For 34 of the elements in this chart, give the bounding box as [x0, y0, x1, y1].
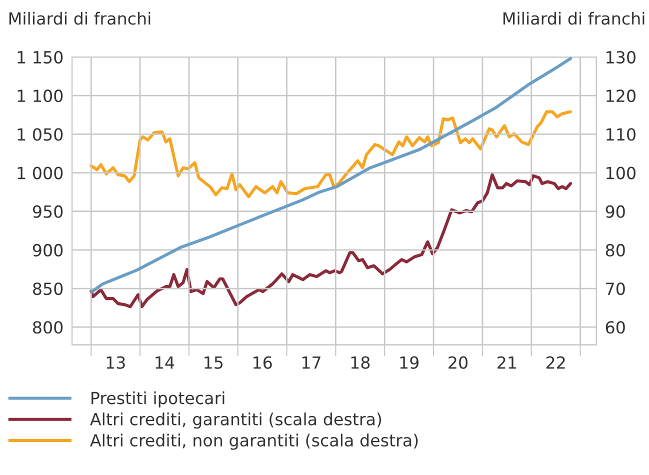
y2-tick-label: 80: [606, 244, 625, 256]
y2-tick-label: 100: [606, 166, 636, 180]
y2-tick-label: 90: [606, 205, 625, 218]
y-axis-title: Miliardi di franchi: [9, 12, 150, 25]
x-tick-label: 21: [498, 356, 516, 369]
y2-tick-label: 130: [606, 50, 636, 64]
x-tick-label: 18: [351, 356, 370, 369]
line-series: [90, 173, 572, 308]
x-tick-label: 14: [156, 356, 174, 369]
y2-axis-title: Miliardi di franchi: [503, 12, 644, 25]
y-tick-label: 950: [32, 205, 63, 218]
legend-label: Prestiti ipotecari: [92, 391, 224, 408]
y-tick-label: 800: [33, 321, 63, 334]
y-tick-label: 900: [32, 244, 63, 256]
x-tick-label: 22: [546, 356, 565, 369]
y2-tick-label: 120: [606, 90, 636, 102]
y2-tick-label: 110: [606, 128, 636, 141]
y-tick-label: 1 100: [18, 90, 63, 102]
x-tick-label: 16: [254, 356, 272, 369]
x-tick-label: 15: [204, 356, 223, 369]
x-tick-label: 13: [106, 356, 125, 369]
y-tick-label: 850: [33, 282, 63, 296]
x-tick-label: 19: [400, 356, 419, 369]
line-series: [90, 57, 572, 294]
x-tick-label: 20: [448, 356, 468, 369]
legend-label: Altri crediti, non garantiti (scala destra): [90, 434, 418, 450]
y-tick-label: 1 000: [18, 166, 63, 180]
x-tick-label: 17: [302, 356, 320, 369]
legend-label: Altri crediti, garantiti (scala destra): [90, 412, 382, 429]
line-series: [90, 110, 572, 198]
y2-tick-label: 70: [606, 282, 625, 296]
y-tick-label: 1 150: [18, 50, 63, 64]
y-tick-label: 1 050: [18, 128, 63, 141]
y2-tick-label: 60: [606, 321, 625, 334]
